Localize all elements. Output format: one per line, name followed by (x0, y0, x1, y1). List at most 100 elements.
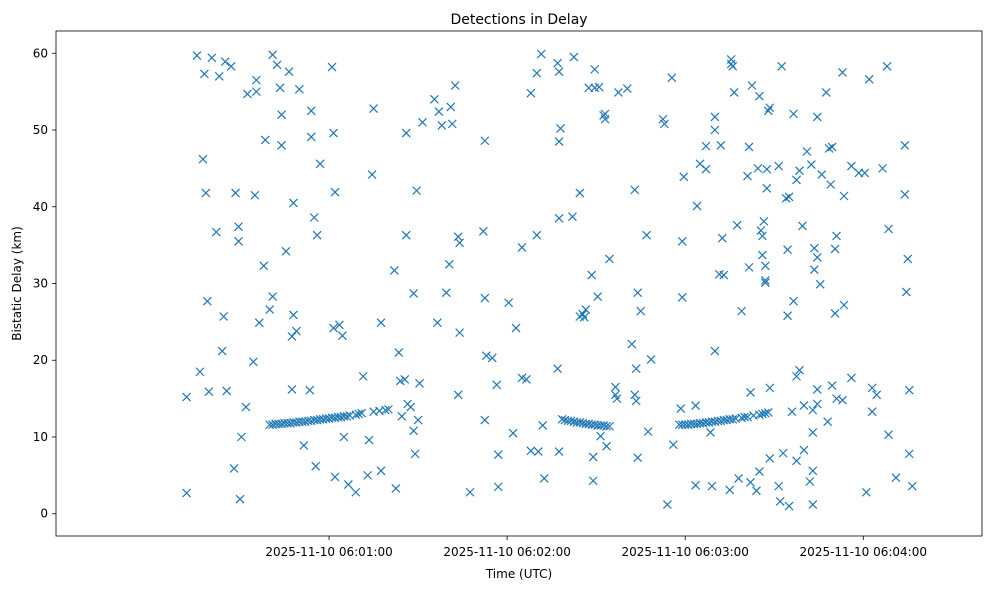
data-point (808, 405, 818, 415)
data-point (783, 311, 793, 321)
data-point (710, 112, 720, 122)
data-point (808, 466, 818, 476)
data-point (605, 254, 614, 264)
data-point (511, 323, 521, 333)
data-point (480, 136, 490, 146)
data-point (781, 193, 791, 203)
data-point (765, 383, 775, 393)
data-point (251, 75, 261, 85)
x-axis: 2025-11-10 06:01:00 2025-11-10 06:02:00 20… (265, 536, 927, 559)
data-point (354, 409, 364, 419)
data-point (798, 221, 807, 231)
data-point (418, 117, 427, 127)
data-point (884, 224, 893, 234)
data-point (900, 190, 910, 199)
data-point (821, 87, 831, 97)
data-point (744, 262, 754, 272)
data-point (455, 328, 465, 338)
data-point (222, 386, 232, 396)
data-point (265, 305, 275, 315)
data-point (757, 409, 767, 419)
data-point (277, 110, 286, 120)
data-point (364, 435, 374, 445)
data-point (593, 292, 603, 301)
data-point (447, 119, 457, 129)
data-point (602, 421, 611, 431)
y-tick-label: 50 (33, 123, 48, 137)
data-point (376, 318, 386, 328)
data-point (401, 230, 411, 240)
data-point (799, 401, 809, 410)
data-point (275, 83, 285, 93)
data-point (504, 298, 514, 308)
data-point (481, 351, 491, 361)
data-point (554, 67, 564, 77)
data-point (710, 346, 720, 356)
data-point (220, 57, 230, 67)
data-point (226, 61, 236, 71)
y-axis-label: Bistatic Delay (km) (10, 226, 24, 341)
data-point (809, 243, 819, 253)
data-point (567, 212, 577, 222)
data-point (605, 421, 614, 431)
data-point (299, 441, 309, 450)
data-point (330, 472, 340, 482)
data-point (765, 454, 775, 463)
data-point (602, 441, 611, 451)
data-point (622, 84, 632, 93)
data-point (846, 161, 856, 171)
data-point (701, 141, 711, 151)
data-point (867, 383, 877, 393)
data-point (832, 394, 841, 404)
plot-frame (55, 30, 983, 537)
x-tick-label: 2025-11-10 06:02:00 (443, 545, 570, 559)
data-point (575, 188, 585, 198)
data-point (812, 399, 822, 409)
data-point (884, 430, 893, 440)
data-point (846, 373, 856, 383)
data-point (600, 109, 610, 119)
data-point (268, 50, 278, 60)
data-point (455, 238, 465, 248)
data-point (762, 164, 772, 174)
data-point (342, 411, 352, 421)
data-point (729, 87, 739, 97)
data-point (759, 216, 769, 226)
data-point (763, 408, 773, 417)
data-point (306, 106, 316, 116)
data-point (182, 392, 192, 402)
data-point (867, 407, 877, 417)
data-point (752, 486, 761, 496)
data-point (864, 74, 874, 84)
data-point (891, 473, 901, 483)
data-point (799, 445, 809, 455)
data-point (192, 51, 202, 60)
data-point (812, 384, 822, 394)
data-point (446, 102, 456, 112)
data-point (594, 82, 604, 92)
y-tick-label: 60 (33, 46, 48, 60)
data-point (882, 61, 892, 71)
data-point (281, 246, 291, 256)
data-point (376, 466, 386, 476)
data-point (211, 227, 221, 237)
data-point (872, 390, 882, 400)
data-point (315, 159, 325, 169)
data-point (493, 450, 503, 460)
data-point (677, 292, 687, 302)
data-point (329, 323, 338, 333)
data-point (351, 410, 361, 420)
data-point (453, 390, 463, 400)
data-point (450, 81, 460, 90)
data-point (429, 94, 439, 104)
data-point (839, 191, 849, 201)
data-point (237, 432, 246, 442)
data-point (775, 497, 785, 506)
data-point (453, 232, 463, 242)
data-point (554, 213, 564, 223)
data-point (861, 487, 871, 497)
data-point (728, 414, 738, 424)
data-point (808, 500, 818, 509)
data-point (706, 427, 715, 437)
